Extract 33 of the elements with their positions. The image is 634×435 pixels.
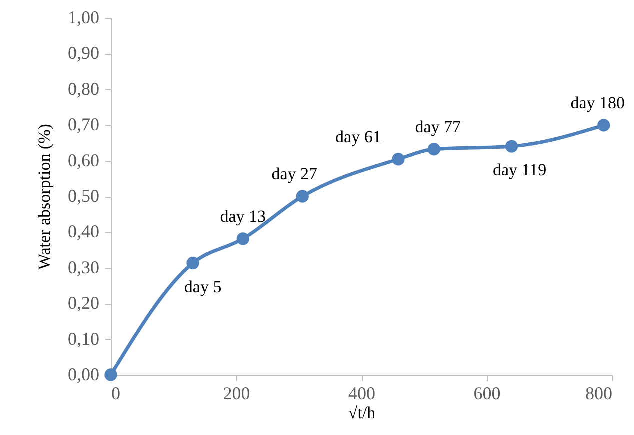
point [505, 140, 518, 153]
y-tick-label: 0,20 [68, 293, 100, 314]
point [392, 153, 405, 166]
x-axis-title: √t/h [348, 404, 376, 422]
y-axis-title: Water absorption (%) [35, 124, 54, 270]
x-tick-label: 600 [474, 384, 501, 404]
annotation: day 180 [570, 93, 626, 112]
y-tick-label: 1,00 [68, 8, 100, 28]
annotation: day 119 [492, 160, 547, 180]
y-tick-label: 0,10 [68, 328, 100, 349]
point [428, 143, 440, 156]
y-tick-label: 0,40 [68, 222, 100, 242]
point [104, 368, 118, 382]
y-tick-label: 0,30 [68, 257, 100, 278]
y-tick-label: 0,70 [68, 114, 100, 135]
x-tick-label: 400 [348, 384, 376, 404]
point [236, 232, 250, 246]
annotation: day 5 [184, 277, 222, 296]
annotation: day 61 [336, 127, 382, 146]
point [296, 190, 309, 203]
x-tick-label: 800 [586, 384, 612, 404]
y-tick-label: 0,50 [68, 186, 100, 206]
y-tick-label: 0,60 [68, 150, 100, 170]
point [598, 119, 610, 132]
x-tick-label: 0 [112, 384, 120, 404]
x-tick-label: 200 [223, 384, 250, 404]
annotation: day 13 [220, 206, 266, 226]
annotation: day 27 [272, 164, 318, 184]
point [186, 256, 200, 270]
y-tick-label: 0,90 [68, 43, 100, 64]
annotation: day 77 [415, 117, 462, 136]
y-tick-label: 0,00 [68, 364, 100, 384]
y-tick-label: 0,80 [68, 78, 100, 99]
